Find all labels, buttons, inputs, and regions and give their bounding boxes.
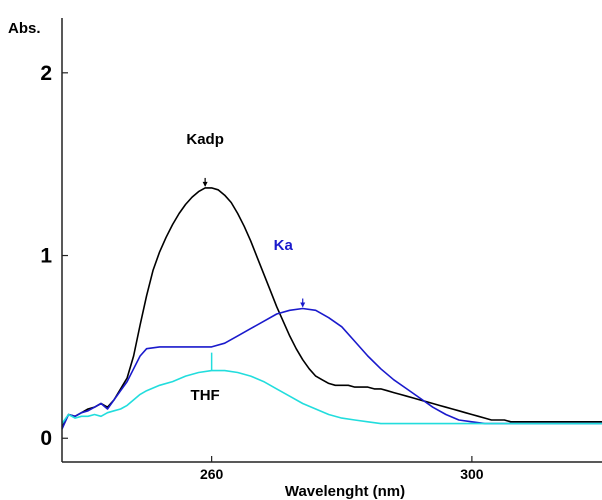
peak-arrow-ka xyxy=(300,302,306,308)
annotation-label-thf: THF xyxy=(191,387,220,404)
series-layer xyxy=(61,187,602,430)
y-tick-label: 1 xyxy=(40,245,52,268)
peak-arrow-kadp xyxy=(202,181,208,187)
x-tick-label: 300 xyxy=(460,466,484,482)
series-line-thf xyxy=(61,369,602,425)
tick-layer: 0 1 2 260 300 xyxy=(40,62,483,482)
x-tick-label: 260 xyxy=(200,466,224,482)
annotation-label-kadp: Kadp xyxy=(186,131,224,148)
series-line-kadp xyxy=(61,187,602,428)
y-tick-label: 0 xyxy=(40,427,52,450)
y-axis-title: Abs. xyxy=(8,20,41,37)
series-line-ka xyxy=(61,307,602,430)
y-tick-label: 2 xyxy=(40,62,52,85)
annotation-layer: Kadp Ka THF xyxy=(186,131,306,404)
x-axis-title: Wavelenght (nm) xyxy=(285,483,405,500)
annotation-label-ka: Ka xyxy=(274,237,294,254)
